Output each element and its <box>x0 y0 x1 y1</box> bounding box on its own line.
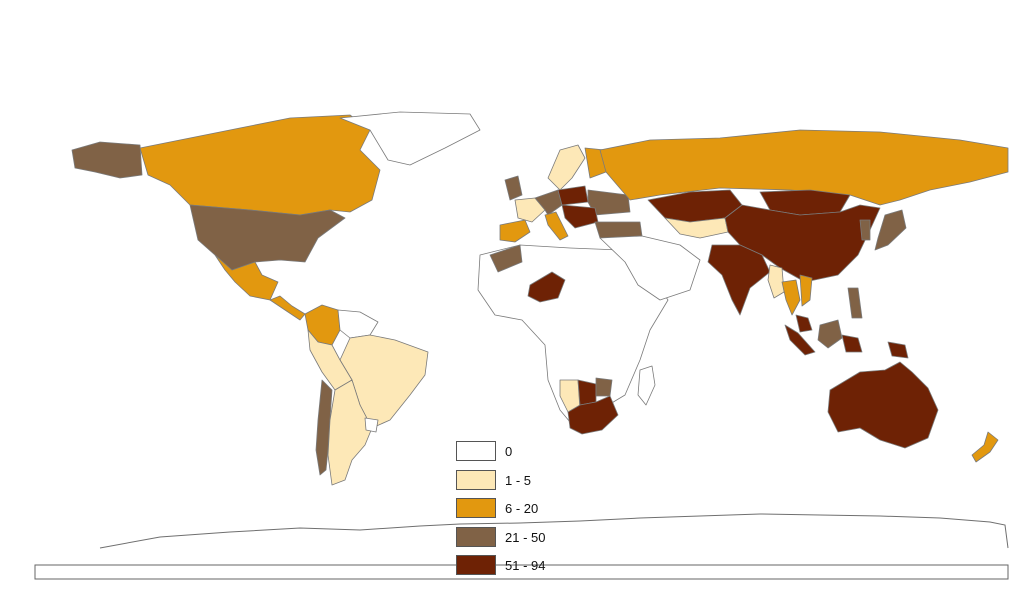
region-mexico <box>214 254 279 301</box>
legend-label: 21 - 50 <box>505 529 546 545</box>
region-korea <box>859 219 871 241</box>
region-uruguay <box>364 417 379 433</box>
region-france <box>514 197 546 223</box>
region-united-kingdom <box>504 175 523 201</box>
legend-item: 0 <box>456 441 596 470</box>
region-morocco <box>489 244 523 273</box>
region-chile <box>315 379 333 476</box>
region-papua-new-guinea <box>887 341 909 359</box>
map-frame-bottom <box>34 564 1009 580</box>
region-turkey <box>594 221 643 239</box>
region-greenland <box>339 111 481 166</box>
region-venezuela <box>337 309 379 339</box>
legend-label: 51 - 94 <box>505 558 546 573</box>
legend-label: 6 - 20 <box>505 501 539 516</box>
region-united-states <box>189 204 346 271</box>
region-central-america <box>269 295 306 321</box>
region-balkans <box>561 204 599 229</box>
legend-swatch <box>456 526 496 547</box>
region-vietnam <box>799 274 813 307</box>
region-scandinavia <box>547 144 586 191</box>
region-alaska <box>71 141 143 179</box>
region-thailand <box>781 279 801 316</box>
region-japan <box>874 209 907 251</box>
legend-item: 21 - 50 <box>456 526 596 556</box>
legend-swatch <box>456 555 496 575</box>
region-borneo <box>817 319 843 349</box>
legend-item: 1 - 5 <box>456 469 596 499</box>
region-italy <box>544 211 569 241</box>
region-russia <box>599 129 1009 206</box>
region-australia <box>827 361 939 449</box>
region-philippines <box>847 287 863 319</box>
legend-label: 1 - 5 <box>505 472 532 488</box>
region-madagascar <box>637 365 656 406</box>
region-iberia <box>499 219 531 243</box>
legend-swatch <box>456 498 496 518</box>
legend-item: 6 - 20 <box>456 498 596 527</box>
region-poland <box>557 185 589 206</box>
legend-swatch <box>456 469 496 490</box>
legend-item: 51 - 94 <box>456 555 596 584</box>
region-ukraine <box>587 189 631 216</box>
region-central-asia <box>664 217 729 239</box>
antarctica-coast <box>99 513 1009 549</box>
region-myanmar <box>767 264 785 299</box>
region-argentina <box>327 379 373 486</box>
legend-swatch <box>456 441 496 461</box>
region-central-europe <box>534 189 563 216</box>
region-middle-east <box>599 235 701 301</box>
legend-label: 0 <box>505 444 513 459</box>
region-india <box>707 244 771 316</box>
region-sumatra <box>784 324 816 356</box>
map-legend: 0 1 - 5 6 - 20 21 - 50 51 - 94 <box>456 441 596 584</box>
region-botswana <box>577 379 597 406</box>
region-indonesia-east <box>841 334 863 353</box>
region-niger <box>527 271 566 303</box>
region-canada <box>139 114 381 216</box>
region-south-africa <box>567 395 619 435</box>
region-zimbabwe <box>595 377 613 397</box>
region-new-zealand <box>971 431 999 463</box>
region-malaysia <box>795 314 813 333</box>
